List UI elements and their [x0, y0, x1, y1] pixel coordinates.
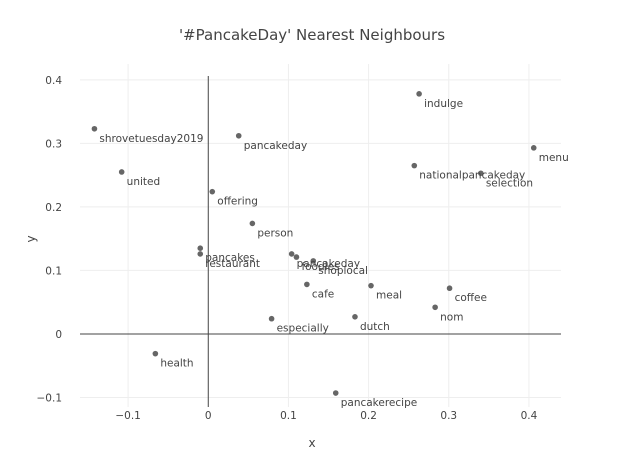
x-tick-label: 0.3 — [440, 410, 457, 422]
point-label: selection — [486, 177, 533, 189]
x-tick-label: 0.4 — [521, 410, 538, 422]
data-point — [268, 315, 275, 322]
point-label: menu — [539, 152, 569, 164]
data-points — [91, 91, 537, 396]
chart-title: '#PancakeDay' Nearest Neighbours — [179, 26, 445, 44]
point-label: person — [257, 227, 293, 239]
y-tick-label: 0 — [55, 329, 62, 341]
y-tick-label: 0.4 — [45, 75, 62, 87]
point-label: pancakeday — [244, 140, 307, 152]
zero-lines — [80, 76, 561, 407]
data-point — [310, 258, 317, 264]
data-point — [249, 220, 256, 227]
point-label: especially — [277, 323, 329, 335]
point-label: dutch — [360, 321, 390, 333]
point-label: pancakes — [205, 252, 255, 264]
point-label: nationalpancakeday — [419, 170, 525, 182]
x-tick-label: 0 — [205, 410, 212, 422]
data-point — [432, 304, 438, 311]
point-label: offering — [217, 196, 258, 208]
data-point — [91, 125, 98, 132]
x-tick-label: 0.1 — [280, 410, 297, 422]
point-label: nom — [440, 311, 463, 323]
data-point — [288, 251, 295, 257]
x-axis-label: x — [308, 436, 315, 450]
point-label: foodies — [301, 261, 339, 273]
point-label: health — [160, 358, 193, 370]
point-label: meal — [376, 290, 402, 302]
data-point — [411, 162, 418, 169]
point-label: shoplocal — [318, 265, 368, 277]
point-label: cafe — [312, 288, 334, 300]
y-tick-label: −0.1 — [37, 392, 63, 404]
data-point — [152, 350, 159, 357]
y-tick-label: 0.3 — [45, 138, 62, 150]
y-tick-label: 0.1 — [45, 265, 62, 277]
point-label: pancakeday — [297, 258, 360, 270]
point-label: united — [127, 176, 160, 188]
data-point — [235, 132, 242, 139]
y-axis-label: y — [24, 235, 38, 242]
data-point — [209, 188, 216, 195]
data-point — [293, 254, 300, 260]
data-point — [118, 169, 125, 175]
point-label: pancakerecipe — [341, 397, 418, 409]
point-label: coffee — [455, 292, 487, 304]
point-label: indulge — [424, 98, 463, 110]
data-point — [530, 145, 537, 151]
point-label: restaurant — [205, 258, 260, 270]
data-point — [332, 390, 339, 396]
data-point — [478, 170, 484, 177]
data-point — [416, 91, 422, 97]
tick-labels: −0.1 0 0.1 0.2 0.3 0.4 −0.1 0 0.1 0.2 0.3 0.4 — [37, 75, 538, 422]
data-point — [197, 245, 204, 252]
y-tick-label: 0.2 — [45, 202, 62, 214]
data-point — [446, 285, 453, 292]
x-tick-label: −0.1 — [115, 410, 141, 422]
data-point — [197, 251, 204, 257]
data-point — [368, 282, 374, 289]
point-label: shrovetuesday2019 — [99, 133, 203, 145]
data-point — [304, 281, 310, 288]
point-labels: indulge shrovetuesday2019 pancakeday menu na… — [99, 98, 568, 409]
data-point — [352, 314, 358, 320]
grid-lines — [80, 64, 561, 407]
x-tick-label: 0.2 — [360, 410, 377, 422]
